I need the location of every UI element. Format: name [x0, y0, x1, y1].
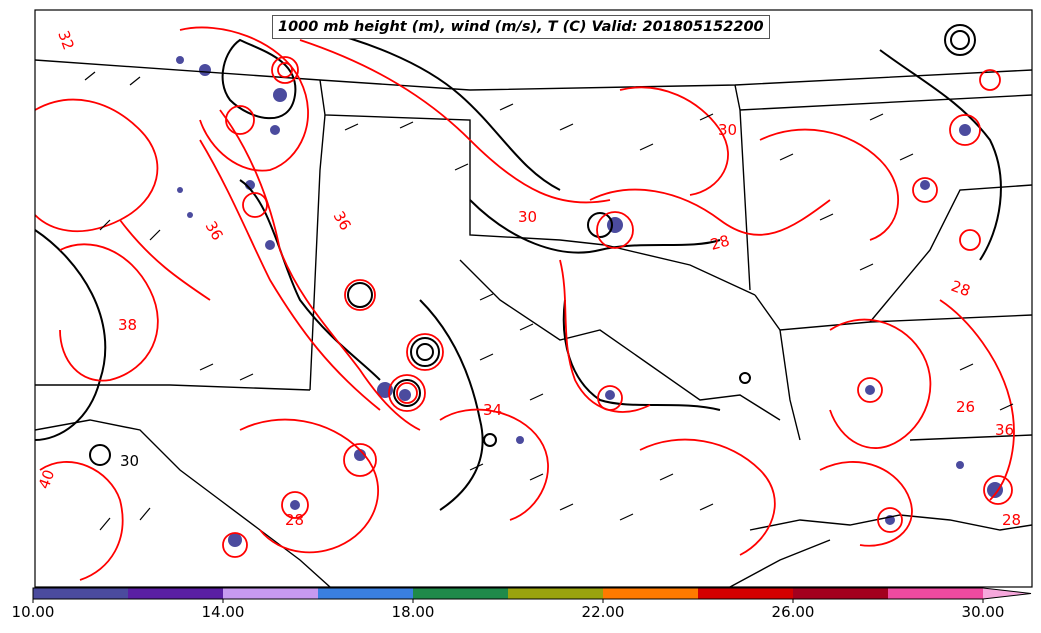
map-border	[34, 9, 1033, 588]
colorbar-tick-label: 30.00	[961, 603, 1005, 621]
contour-label: 30	[518, 208, 537, 226]
contour-label: 32	[54, 28, 77, 52]
colorbar-swatch	[603, 588, 698, 599]
contour-label: 40	[35, 467, 58, 491]
contour-label: 36	[995, 421, 1014, 439]
contour-label: 28	[1002, 511, 1021, 529]
colorbar-swatch	[128, 588, 223, 599]
contour-label: 34	[483, 401, 502, 419]
contour-label: 28	[708, 232, 731, 254]
contour-label: 26	[956, 398, 975, 416]
wind-barbs	[84, 71, 1014, 531]
colorbar-extension	[983, 588, 1031, 599]
colorbar-tick-label: 22.00	[581, 603, 625, 621]
colorbar-swatch	[793, 588, 888, 599]
height-contours	[35, 24, 1002, 511]
contour-labels: 32 30 28 36 36 38 28 26 34 40 30 30 28 3…	[35, 28, 1021, 529]
contour-label: 28	[949, 277, 973, 300]
state-boundaries	[35, 59, 1032, 587]
colorbar-swatch	[223, 588, 318, 599]
colorbar-tick-label: 14.00	[201, 603, 245, 621]
colorbar-tick-label: 26.00	[771, 603, 815, 621]
colorbar-swatch	[33, 588, 128, 599]
contour-label: 28	[285, 511, 304, 529]
colorbar	[32, 587, 1032, 603]
colorbar-swatch	[318, 588, 413, 599]
contour-label: 30	[120, 452, 139, 470]
contour-label: 38	[118, 316, 137, 334]
contour-label: 30	[718, 121, 737, 139]
colorbar-tick-label: 10.00	[11, 603, 55, 621]
colorbar-swatch	[413, 588, 508, 599]
colorbar-outline	[32, 587, 1032, 600]
temperature-contours	[35, 26, 1015, 581]
colorbar-swatch	[508, 588, 603, 599]
colorbar-tick-label: 18.00	[391, 603, 435, 621]
map-title: 1000 mb height (m), wind (m/s), T (C) Va…	[272, 15, 770, 39]
colorbar-swatch	[698, 588, 793, 599]
colorbar-swatch	[888, 588, 983, 599]
